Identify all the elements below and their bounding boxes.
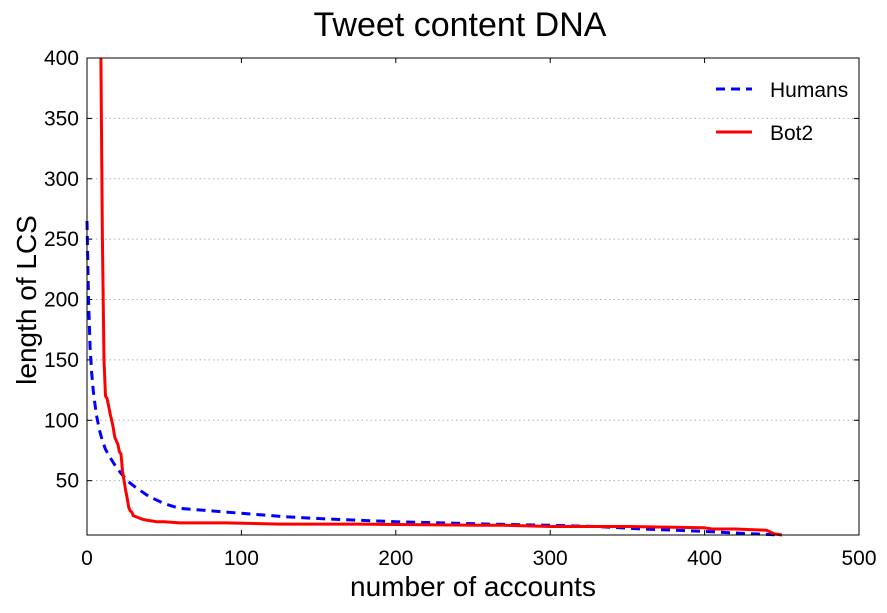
- series-group: [85, 57, 783, 537]
- legend: Humans Bot2: [716, 79, 848, 145]
- x-tick-label: 300: [533, 547, 568, 570]
- x-tick-label: 100: [224, 547, 259, 570]
- y-tick-label: 300: [44, 168, 79, 191]
- chart-title: Tweet content DNA: [314, 6, 607, 44]
- plot-frame: [86, 57, 860, 536]
- x-tick-label: 400: [687, 547, 722, 570]
- legend-label-bot2: Bot2: [770, 122, 813, 145]
- grid: [87, 57, 859, 482]
- legend-label-humans: Humans: [770, 79, 848, 102]
- series-line-bot2: [99, 57, 783, 537]
- x-tick-label: 200: [378, 547, 413, 570]
- axis-ticks: 0 100 200 300 400 500 50 100 150 200 250 300 350 400: [44, 47, 877, 570]
- x-tick-label: 0: [81, 547, 93, 570]
- series-line-humans: [85, 220, 782, 537]
- x-tick-label: 500: [841, 547, 876, 570]
- y-tick-label: 50: [56, 470, 79, 493]
- y-tick-label: 350: [44, 107, 79, 130]
- y-tick-label: 200: [44, 289, 79, 312]
- x-axis-label: number of accounts: [350, 571, 596, 602]
- y-axis-label: length of LCS: [11, 215, 42, 385]
- y-tick-label: 400: [44, 47, 79, 70]
- y-tick-label: 100: [44, 409, 79, 432]
- y-tick-label: 150: [44, 349, 79, 372]
- y-tick-label: 250: [44, 228, 79, 251]
